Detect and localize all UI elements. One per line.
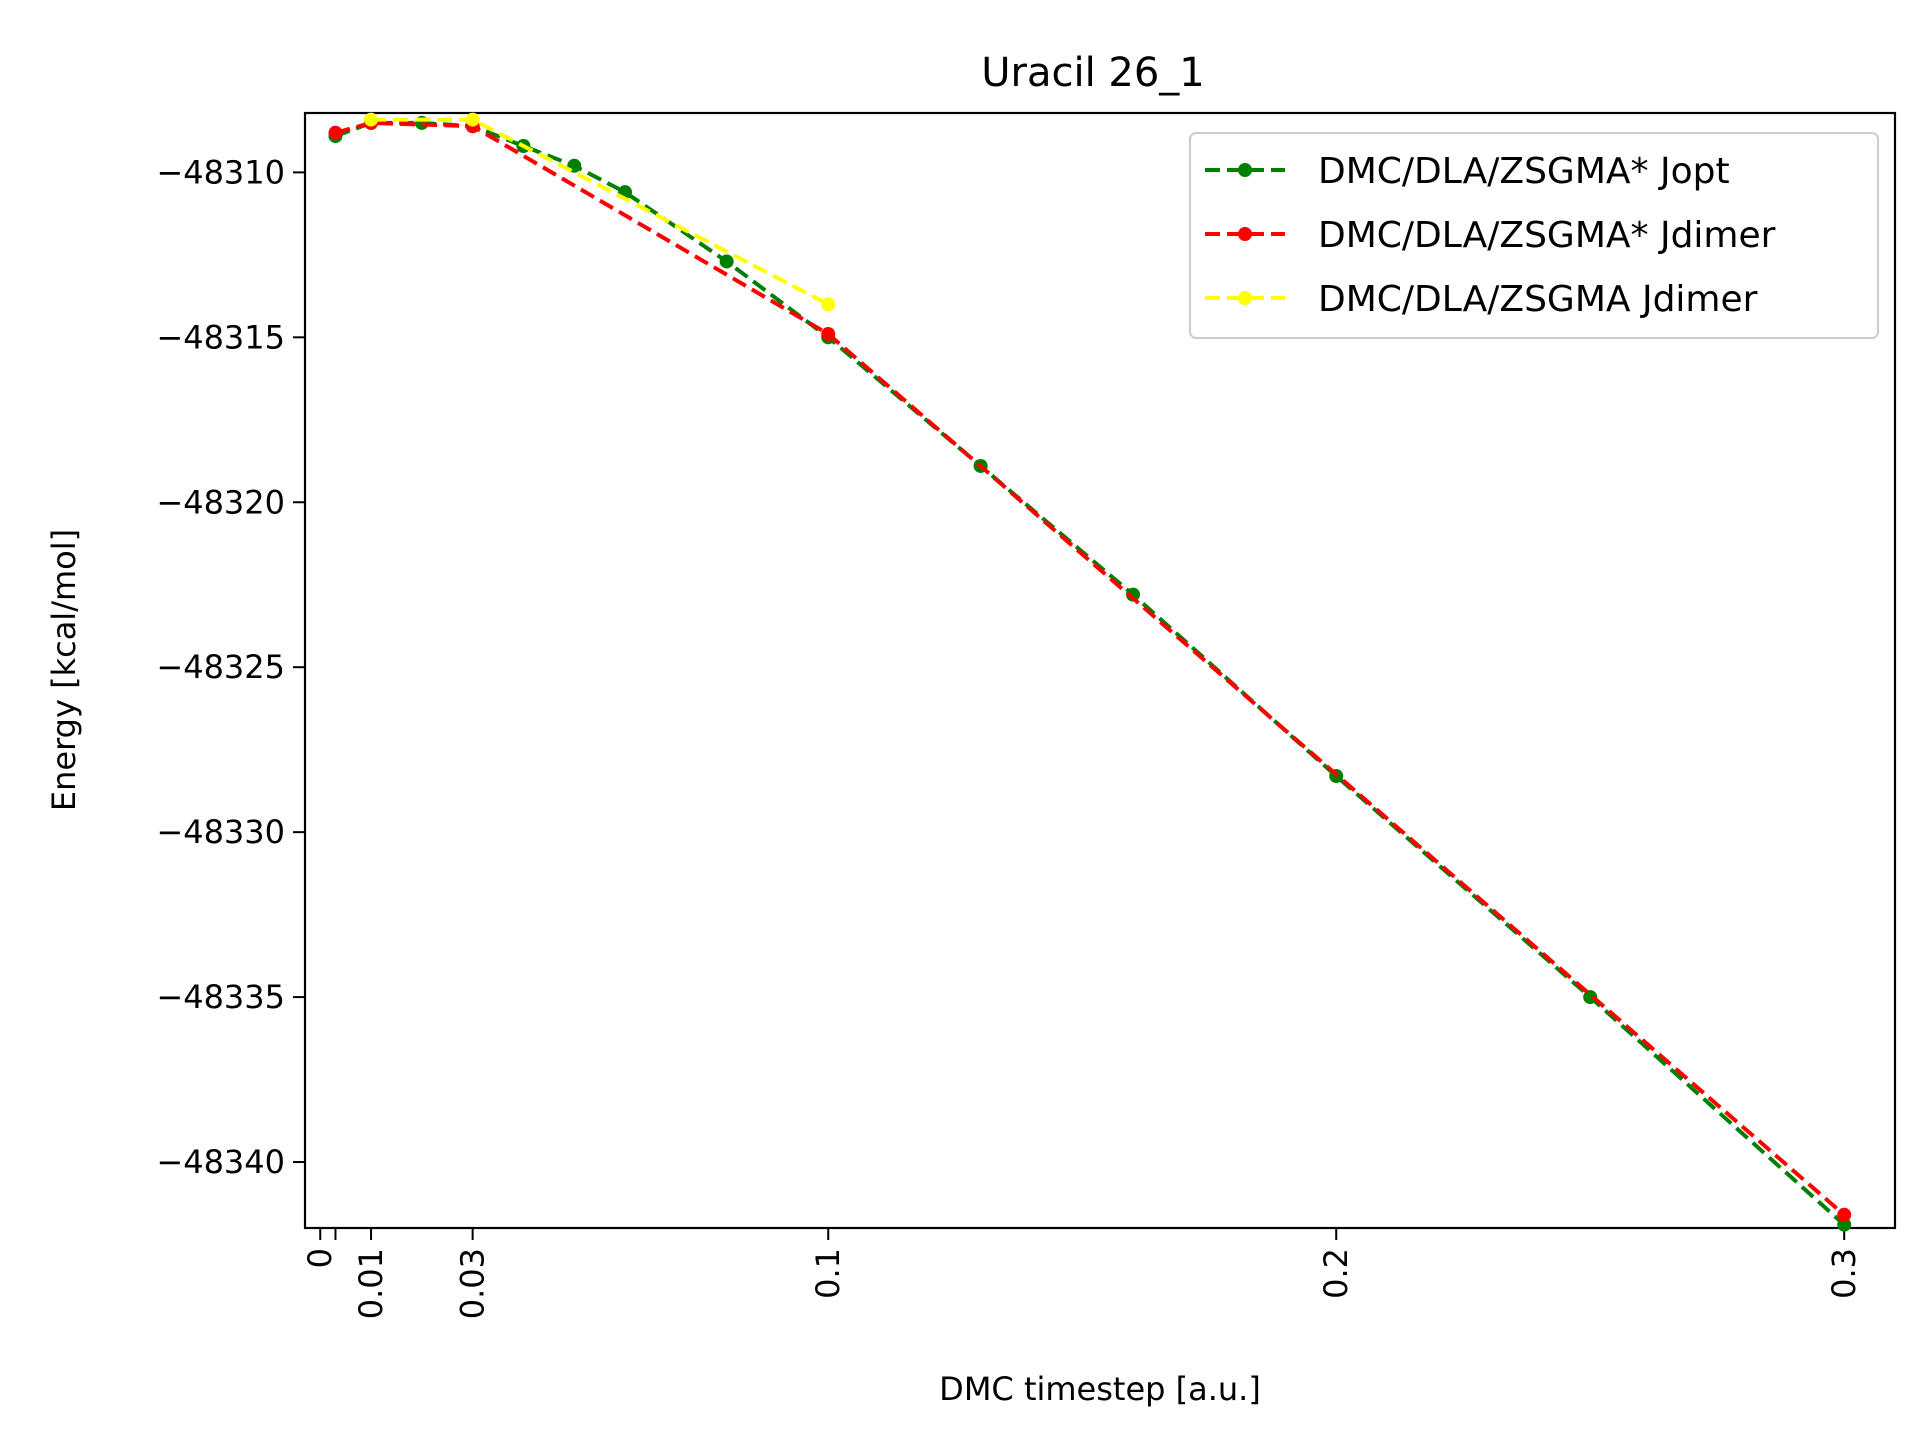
data-point — [821, 297, 836, 312]
data-point — [821, 327, 836, 342]
data-point — [328, 125, 343, 140]
legend-swatch-marker — [1238, 291, 1252, 305]
y-tick-label: −48330 — [156, 813, 285, 851]
y-axis-label: Energy [kcal/mol] — [45, 529, 83, 811]
data-point — [1837, 1207, 1852, 1222]
data-point — [1837, 1217, 1852, 1232]
legend-box — [1189, 132, 1879, 339]
x-tick-label: 0.03 — [454, 1248, 492, 1319]
series-layer — [328, 112, 1852, 1232]
data-point — [1583, 990, 1598, 1005]
x-axis-ticks: 0 0.01 0.03 0.1 0.2 0.3 — [301, 1228, 1863, 1319]
chart-title: Uracil 26_1 — [981, 50, 1205, 96]
data-point — [719, 254, 734, 269]
y-tick-label: −48320 — [156, 483, 285, 521]
legend-swatch-marker — [1238, 163, 1252, 177]
y-axis-ticks: −48310 −48315 −48320 −48325 −48330 −48335 −483… — [156, 153, 305, 1181]
series-line-2 — [371, 117, 830, 307]
data-point — [364, 112, 379, 127]
y-tick-label: −48310 — [156, 153, 285, 191]
y-tick-label: −48325 — [156, 648, 285, 686]
y-tick-label: −48315 — [156, 318, 285, 356]
plot-area — [303, 111, 1897, 1230]
legend-label: DMC/DLA/ZSGMA Jdimer — [1318, 279, 1758, 320]
y-tick-label: −48340 — [156, 1143, 285, 1181]
legend: DMC/DLA/ZSGMA* Jopt DMC/DLA/ZSGMA* Jdimer… — [1189, 132, 1879, 339]
legend-label: DMC/DLA/ZSGMA* Jopt — [1318, 151, 1730, 192]
x-tick-label: 0 — [301, 1248, 339, 1268]
legend-label: DMC/DLA/ZSGMA* Jdimer — [1318, 215, 1776, 256]
data-point — [465, 112, 480, 127]
y-tick-label: −48335 — [156, 978, 285, 1016]
x-tick-label: 0.2 — [1317, 1248, 1355, 1299]
x-tick-label: 0.3 — [1825, 1248, 1863, 1299]
x-axis-label: DMC timestep [a.u.] — [939, 1370, 1261, 1408]
x-tick-label: 0.1 — [809, 1248, 847, 1299]
data-point — [1126, 587, 1141, 602]
x-tick-label: 0.01 — [352, 1248, 390, 1319]
legend-swatch-marker — [1238, 227, 1252, 241]
